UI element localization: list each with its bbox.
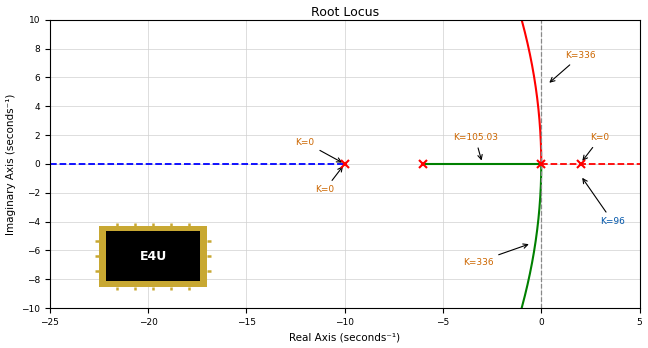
Text: K=0: K=0 — [315, 167, 342, 195]
Text: E4U: E4U — [139, 250, 167, 263]
Bar — [106, 231, 200, 282]
Text: K=96: K=96 — [583, 179, 625, 226]
Text: K=0: K=0 — [583, 134, 610, 160]
Text: K=0: K=0 — [295, 138, 341, 162]
Y-axis label: Imaginary Axis (seconds⁻¹): Imaginary Axis (seconds⁻¹) — [6, 93, 16, 235]
Text: K=336: K=336 — [550, 51, 596, 82]
Text: K=105.03: K=105.03 — [453, 134, 498, 159]
Text: K=336: K=336 — [463, 244, 527, 267]
Title: Root Locus: Root Locus — [310, 6, 379, 18]
X-axis label: Real Axis (seconds⁻¹): Real Axis (seconds⁻¹) — [289, 332, 400, 342]
Bar — [99, 226, 207, 286]
